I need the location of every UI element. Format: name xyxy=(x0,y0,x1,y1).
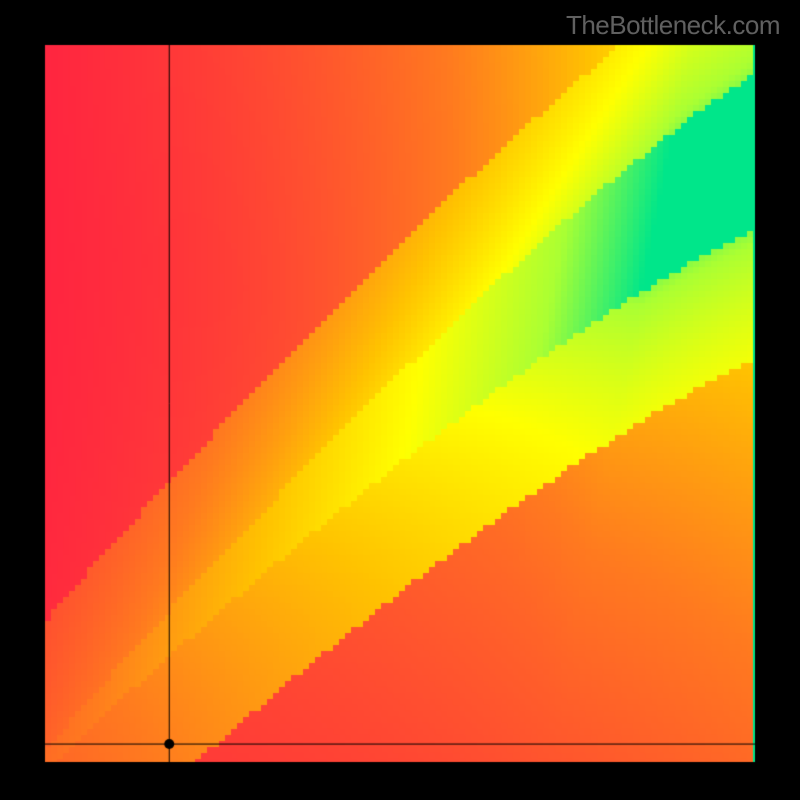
watermark-text: TheBottleneck.com xyxy=(566,10,780,41)
heatmap-canvas xyxy=(0,0,800,800)
chart-container: TheBottleneck.com xyxy=(0,0,800,800)
